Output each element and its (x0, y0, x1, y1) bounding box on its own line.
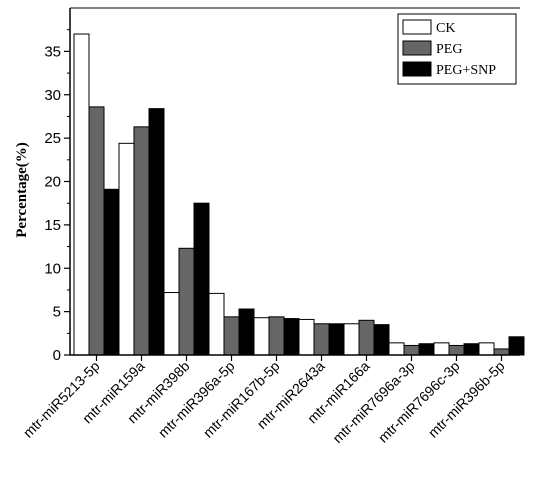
bar-peg-3 (178, 247, 195, 356)
bar-ck-2 (118, 142, 135, 356)
legend-label: PEG (436, 42, 462, 57)
bar-ck-7 (343, 323, 360, 356)
bar-ck-5 (253, 317, 270, 356)
y-axis-label: Percentage(%) (14, 142, 30, 238)
legend-swatch (402, 19, 432, 35)
legend-swatch (402, 40, 432, 56)
bar-peg-snp-7 (373, 324, 390, 356)
x-category-label: mtr-miR396a-5p (155, 358, 238, 441)
bar-peg-snp-4 (238, 308, 255, 356)
bar-ck-9 (433, 342, 450, 356)
legend-swatch (402, 61, 432, 77)
bar-peg-2 (133, 126, 150, 356)
x-ticks-layer: mtr-miR5213-5pmtr-miR159amtr-miR398bmtr-… (20, 355, 508, 446)
bar-peg-5 (268, 316, 285, 356)
bar-peg-8 (403, 344, 420, 356)
bar-peg-9 (448, 344, 465, 356)
bar-peg-4 (223, 316, 240, 356)
bar-peg-snp-5 (283, 318, 300, 356)
legend-label: PEG+SNP (436, 63, 496, 78)
bar-ck-8 (388, 342, 405, 356)
bar-peg-snp-1 (103, 188, 120, 356)
bar-peg-snp-2 (148, 108, 165, 356)
y-ticks-layer: 0 5 10 15 20 25 30 35 (44, 29, 70, 364)
bar-peg-snp-3 (193, 202, 210, 356)
y-tick-label: 25 (44, 130, 61, 147)
bar-peg-snp-10 (508, 336, 525, 356)
y-tick-label: 10 (44, 260, 61, 277)
bar-peg-7 (358, 319, 375, 356)
x-category-label: mtr-miR396b-5p (425, 358, 508, 441)
y-tick-label: 35 (44, 43, 61, 60)
bar-peg-snp-8 (418, 343, 435, 356)
bar-peg-snp-6 (328, 323, 345, 356)
bar-peg-6 (313, 323, 330, 356)
x-category-label: mtr-miR5213-5p (20, 358, 103, 441)
x-category-label: mtr-miR7696c-3p (375, 358, 463, 446)
y-tick-label: 30 (44, 87, 61, 104)
bars-layer (73, 33, 525, 356)
bar-ck-3 (163, 292, 180, 356)
x-category-label: mtr-miR167b-5p (200, 358, 283, 441)
bar-peg-snp-9 (463, 343, 480, 356)
y-tick-label: 0 (53, 347, 61, 364)
bar-ck-10 (478, 342, 495, 356)
legend-label: CK (436, 21, 455, 36)
x-category-label: mtr-miR7696a-3p (329, 358, 417, 446)
bar-peg-1 (88, 106, 105, 356)
y-tick-label: 20 (44, 174, 61, 191)
bar-ck-6 (298, 318, 315, 356)
bar-peg-10 (493, 348, 510, 356)
bar-ck-1 (73, 33, 90, 356)
legend: CK PEG PEG+SNP (397, 13, 517, 85)
y-tick-label: 15 (44, 217, 61, 234)
bar-ck-4 (208, 292, 225, 356)
y-tick-label: 5 (53, 304, 61, 321)
